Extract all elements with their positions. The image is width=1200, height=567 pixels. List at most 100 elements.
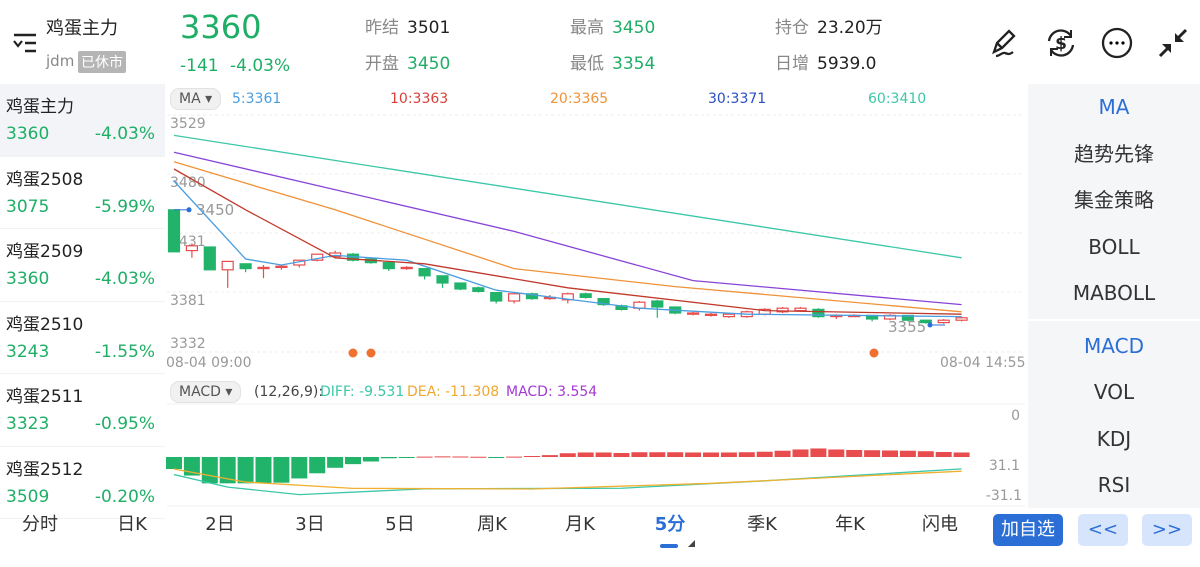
tab-period[interactable]: 周K	[477, 514, 507, 535]
contract-item[interactable]: 鸡蛋2508 3075 -5.99%	[0, 157, 165, 229]
macd-bar	[559, 453, 576, 457]
candle-body	[812, 308, 825, 318]
sub-indicator-item[interactable]: VOL	[1093, 380, 1135, 404]
stat-label: 持仓	[775, 18, 809, 38]
main-indicator-item[interactable]: 趋势先锋	[1074, 141, 1154, 166]
candle-body	[400, 266, 413, 270]
tab-period[interactable]: 季K	[747, 514, 777, 535]
candle-body	[722, 313, 736, 318]
macd-bar	[327, 457, 344, 468]
candle-body	[579, 293, 592, 298]
candle-body	[239, 263, 252, 270]
collapse-icon[interactable]	[1156, 26, 1190, 60]
ma20-line	[173, 161, 962, 313]
contract-name: 鸡蛋2510	[6, 314, 84, 335]
ma60-line	[173, 134, 962, 259]
macd-bar	[595, 452, 612, 457]
add-watchlist-button[interactable]: 加自选	[993, 514, 1063, 546]
tab-period[interactable]: 5日	[385, 514, 415, 535]
contract-price: 3360	[6, 124, 50, 144]
contract-pct: -4.03%	[94, 269, 155, 289]
macd-bar	[398, 457, 415, 458]
macd-bar	[899, 450, 916, 457]
ma-legend-item: 60:3410	[868, 91, 927, 107]
contract-pct: -0.20%	[94, 486, 155, 507]
candle-body	[508, 293, 521, 302]
tab-period[interactable]: 闪电	[922, 514, 958, 535]
main-indicator-item[interactable]: MABOLL	[1072, 281, 1156, 305]
macd-bar	[166, 457, 182, 470]
last-price: 3360	[180, 8, 262, 46]
more-icon[interactable]	[1100, 26, 1134, 60]
sub-indicator-item[interactable]: RSI	[1097, 473, 1131, 497]
macd-bar	[864, 450, 881, 457]
macd-bar	[577, 452, 594, 457]
menu-icon[interactable]	[12, 32, 38, 54]
contract-pct: -0.95%	[94, 414, 155, 434]
next-button[interactable]: >>	[1142, 514, 1192, 546]
contract-item[interactable]: 鸡蛋2510 3243 -1.55%	[0, 302, 165, 374]
macd-bar	[201, 457, 218, 484]
macd-selector[interactable]: MACD ▾	[170, 381, 242, 403]
macd-value: MACD: 3.554	[506, 384, 598, 400]
tab-period[interactable]: 分时	[22, 514, 58, 535]
tab-period[interactable]: 月K	[565, 514, 595, 535]
tab-period[interactable]: 3日	[295, 514, 325, 535]
tab-dropdown-icon[interactable]	[688, 540, 695, 547]
sub-indicator-item[interactable]: MACD	[1084, 333, 1144, 358]
main-indicator-item[interactable]: BOLL	[1088, 234, 1140, 259]
ma10-line	[173, 168, 962, 315]
tab-period[interactable]: 日K	[117, 514, 147, 535]
stat-item: 最高 3450	[570, 13, 655, 38]
macd-bar	[846, 449, 863, 457]
contract-price: 3075	[6, 196, 50, 217]
macd-bar	[649, 452, 666, 457]
contract-item[interactable]: 鸡蛋2511 3323 -0.95%	[0, 374, 165, 447]
contract-price: 3360	[6, 269, 50, 289]
stat-value: 3501	[407, 18, 451, 38]
candle-body	[525, 293, 539, 300]
macd-bar	[237, 457, 254, 484]
contract-item[interactable]: 鸡蛋主力 3360 -4.03%	[0, 84, 165, 157]
price-tick: 3529	[170, 116, 206, 132]
ma-selector[interactable]: MA ▾	[170, 88, 222, 110]
tab-period[interactable]: 2日	[205, 514, 235, 535]
macd-bar	[541, 455, 558, 457]
contract-item[interactable]: 鸡蛋2509 3360 -4.03%	[0, 229, 165, 302]
candle-body	[221, 260, 234, 271]
period-tabs: 分时 日K 2日 3日 5日 周K 月K 5分 季K 年K 闪电	[0, 510, 990, 550]
main-indicator-item[interactable]: 集金策略	[1074, 188, 1154, 212]
instrument-code: jdm	[46, 52, 75, 70]
macd-bar	[631, 452, 648, 457]
macd-tick: -31.1	[985, 488, 1022, 504]
macd-bar	[882, 450, 898, 457]
macd-bar	[219, 457, 236, 484]
macd-bar	[452, 456, 469, 458]
macd-tick: 31.1	[988, 458, 1020, 474]
time-end: 08-04 14:55	[940, 355, 1026, 371]
candle-body	[937, 319, 950, 324]
prev-button[interactable]: <<	[1078, 514, 1128, 546]
macd-bar	[810, 448, 827, 457]
macd-dea: DEA: -11.308	[407, 384, 500, 400]
ma-legend-item: 5:3361	[232, 91, 282, 107]
candle-body	[597, 298, 610, 306]
contract-pct: -5.99%	[94, 196, 155, 217]
price-tick: 3332	[170, 336, 206, 352]
candle-body	[454, 282, 467, 290]
contract-name: 鸡蛋主力	[6, 97, 74, 117]
macd-bar	[416, 456, 433, 458]
draw-icon[interactable]	[988, 26, 1022, 60]
main-indicator-item[interactable]: MA	[1098, 95, 1130, 119]
event-marker	[348, 348, 358, 358]
tab-period[interactable]: 年K	[835, 514, 865, 535]
currency-exchange-icon[interactable]: $	[1044, 26, 1078, 60]
macd-bar	[488, 457, 505, 458]
contract-item[interactable]: 鸡蛋2512 3509 -0.20%	[0, 447, 165, 519]
sub-indicator-item[interactable]: KDJ	[1096, 426, 1132, 451]
contract-pct: -1.55%	[94, 341, 155, 362]
tab-period[interactable]: 5分	[654, 514, 686, 535]
macd-bar	[953, 452, 970, 457]
contract-pct: -4.03%	[94, 124, 155, 144]
